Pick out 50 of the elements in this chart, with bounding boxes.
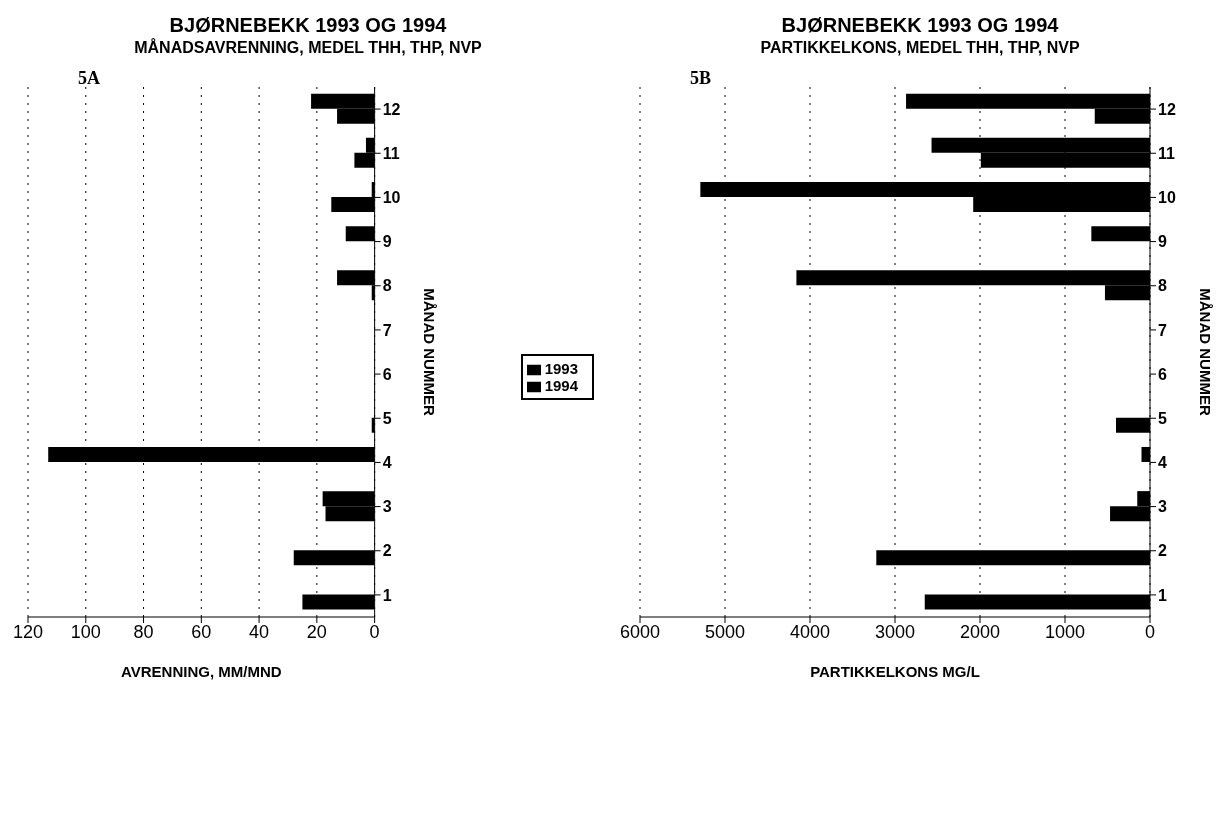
y-tick-label: 4 — [382, 454, 392, 472]
chart-title: BJØRNEBEKK 1993 OG 1994 — [780, 14, 1060, 37]
y-tick-label: 10 — [382, 189, 401, 207]
y-tick-label: 6 — [382, 365, 392, 383]
y-tick-label: 9 — [382, 233, 392, 251]
y-tick-label: 5 — [382, 409, 392, 427]
y-tick-label: 2 — [382, 542, 392, 560]
chart-subtitle: MÅNADSAVRENNING, MEDEL THH, THP, NVP — [133, 39, 483, 57]
y-tick-label: 6 — [1158, 365, 1167, 383]
x-axis-title: AVRENNING, MM/MND — [121, 663, 282, 680]
x-tick-label: 40 — [249, 621, 270, 642]
chart-subtitle: PARTIKKELKONS, MEDEL THH, THP, NVP — [759, 39, 1081, 57]
x-tick-label: 20 — [306, 621, 327, 642]
y-tick-label: 7 — [382, 321, 392, 339]
y-tick-label: 10 — [1158, 189, 1176, 207]
y-tick-label: 8 — [1158, 277, 1167, 295]
x-tick-label: 1000 — [1044, 621, 1086, 642]
x-tick-label: 0 — [369, 621, 380, 642]
x-tick-label: 60 — [191, 621, 212, 642]
x-tick-label: 80 — [133, 621, 154, 642]
x-tick-label: 100 — [70, 621, 101, 642]
y-tick-label: 5 — [1158, 409, 1167, 427]
x-tick-label: 4000 — [789, 621, 831, 642]
chart-title: BJØRNEBEKK 1993 OG 1994 — [168, 14, 448, 37]
y-tick-label: 1 — [382, 586, 392, 604]
y-tick-label: 12 — [1158, 100, 1176, 118]
x-tick-label: 120 — [12, 621, 44, 642]
y-tick-label: 2 — [1158, 542, 1167, 560]
y-tick-label: 7 — [1158, 321, 1167, 339]
legend-label: 1993 — [544, 359, 578, 377]
y-axis-title: MÅNAD NUMMER — [1196, 288, 1214, 416]
x-tick-label: 5000 — [704, 621, 746, 642]
y-tick-label: 12 — [382, 100, 401, 118]
x-axis-title: PARTIKKELKONS MG/L — [810, 663, 980, 680]
y-axis-title: MÅNAD NUMMER — [421, 288, 439, 416]
legend-label: 1994 — [544, 377, 578, 394]
y-tick-label: 9 — [1158, 233, 1167, 251]
x-tick-label: 6000 — [619, 621, 661, 642]
annotation: 5A — [78, 68, 100, 89]
y-tick-label: 3 — [382, 498, 392, 516]
y-tick-label: 11 — [382, 144, 400, 162]
annotation: 5B — [690, 68, 712, 89]
y-tick-label: 1 — [1158, 586, 1167, 604]
y-tick-label: 8 — [382, 277, 392, 295]
y-tick-label: 4 — [1158, 454, 1167, 472]
x-tick-label: 0 — [1144, 621, 1156, 642]
y-tick-label: 11 — [1158, 144, 1176, 162]
y-tick-label: 3 — [1158, 498, 1167, 516]
x-tick-label: 3000 — [874, 621, 916, 642]
x-tick-label: 2000 — [959, 621, 1001, 642]
